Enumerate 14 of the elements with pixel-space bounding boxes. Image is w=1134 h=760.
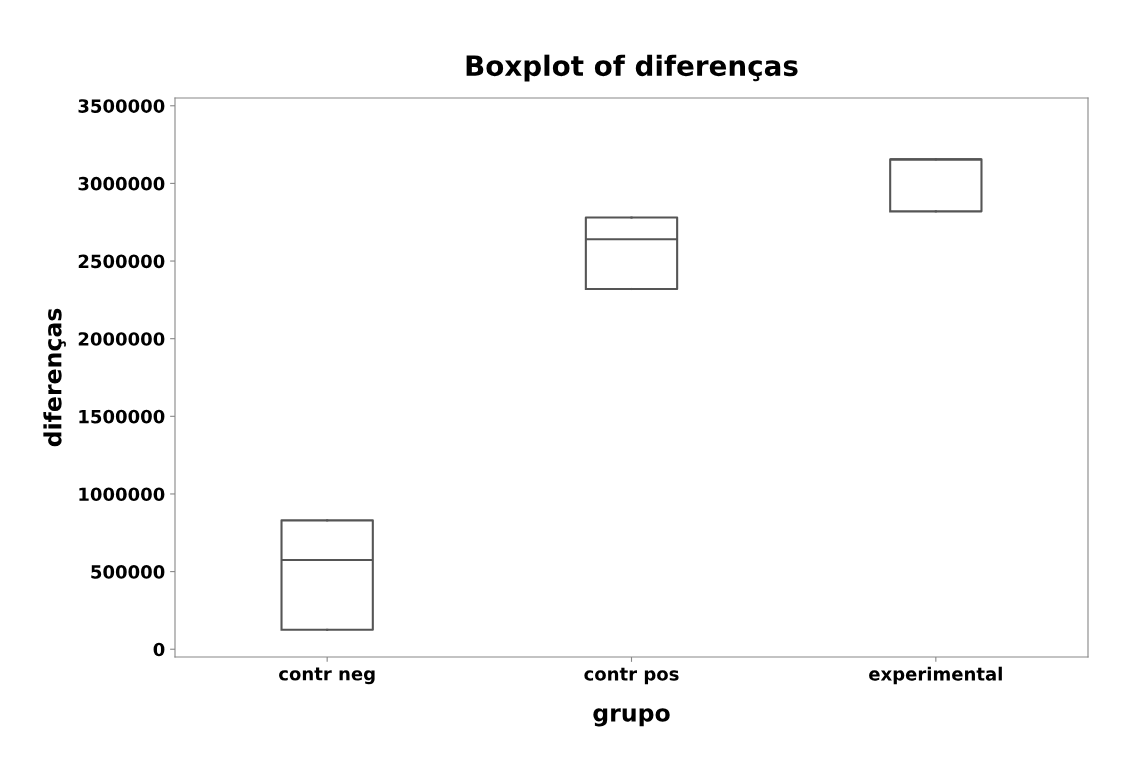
y-tick-label: 1500000 xyxy=(79,409,165,424)
y-tick-label: 1000000 xyxy=(79,487,165,502)
x-tick-label: contr pos xyxy=(584,667,679,685)
x-tick-label: experimental xyxy=(869,666,1002,685)
chart-title: Boxplot of diferenças xyxy=(466,54,798,82)
y-tick-label: 2000000 xyxy=(78,332,165,346)
x-axis-title: grupo xyxy=(593,708,670,727)
y-tick-label: 2500000 xyxy=(78,254,165,269)
y-tick-label: 0 xyxy=(153,642,165,657)
y-tick-label: 3000000 xyxy=(78,176,165,191)
y-axis-title: diferenças xyxy=(43,308,66,447)
y-tick-label: 500000 xyxy=(91,565,165,579)
x-tick-label: contr neg xyxy=(279,667,375,685)
y-tick-label: 3500000 xyxy=(78,99,165,113)
